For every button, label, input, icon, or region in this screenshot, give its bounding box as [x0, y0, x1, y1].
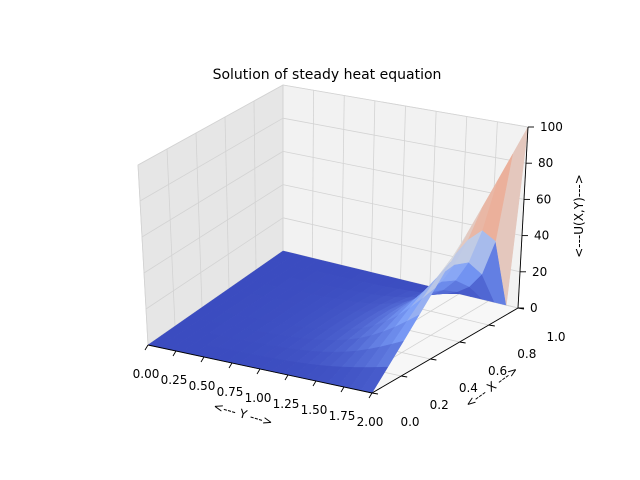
y-tick [312, 380, 317, 387]
y-tick-label: 1.25 [273, 397, 300, 411]
y-tick-label: 0.00 [133, 367, 160, 381]
x-tick-label: 1.0 [546, 330, 565, 344]
grid-line-y [370, 100, 376, 273]
z-axis-label: <---U(X,Y)---> [572, 174, 586, 258]
x-tick [371, 392, 379, 395]
grid-line-y [400, 105, 406, 280]
grid-line-y [341, 95, 345, 266]
y-tick [228, 362, 233, 369]
tick-labels: 0.00 0.25 0.50 0.75 1.00 1.25 1.50 1.75 2.00 0.00… [133, 120, 566, 429]
y-tick [284, 374, 289, 381]
z-tick-label: 40 [534, 229, 549, 243]
grid-line-x [166, 148, 176, 327]
grid-line-x [195, 132, 203, 308]
y-tick [256, 368, 261, 375]
z-axis-line [517, 126, 529, 309]
y-tick-label: 1.00 [245, 391, 272, 405]
y-tick [368, 392, 373, 399]
surface-plot [147, 126, 529, 394]
y-tick-label: 2.00 [357, 415, 384, 429]
y-tick [200, 356, 205, 363]
grid-line-z [139, 117, 284, 202]
x-tick [401, 375, 408, 378]
x-tick-label: 0.6 [488, 364, 507, 378]
chart-title: Solution of steady heat equation [213, 67, 442, 83]
y-tick-label: 0.50 [189, 379, 216, 393]
z-tick-label: 80 [538, 156, 553, 170]
x-tick-label: 0.2 [430, 398, 449, 412]
x-tick [488, 324, 495, 327]
grid-line-x [253, 100, 257, 270]
grid-line-x [224, 116, 230, 289]
y-tick-label: 1.75 [329, 409, 356, 423]
y-tick [172, 350, 177, 357]
x-tick-label: 0.4 [459, 381, 478, 395]
grid-line-y [429, 111, 437, 287]
x-tick [430, 358, 437, 361]
y-tick [144, 344, 149, 351]
x-tick-label: 0.8 [517, 347, 536, 361]
grid-line-z [137, 84, 284, 166]
grid-line-x [137, 164, 149, 346]
grid-line-z [145, 217, 284, 310]
x-tick-label: 0.0 [400, 415, 419, 429]
y-tick-label: 0.25 [161, 373, 188, 387]
z-tick-label: 100 [540, 120, 563, 134]
grid-line-z [143, 184, 284, 274]
y-tick-label: 0.75 [217, 385, 244, 399]
y-tick-label: 1.50 [301, 403, 328, 417]
grid-line-z [141, 151, 284, 238]
grid-line-y [311, 90, 315, 259]
x-axis-line [371, 307, 519, 394]
grid-line-z [282, 151, 525, 200]
axis-lines [144, 126, 534, 399]
grid-line-z [282, 84, 529, 128]
y-tick [340, 386, 345, 393]
grid-line-z [282, 117, 527, 164]
z-tick-label: 60 [536, 192, 551, 206]
z-tick-label: 0 [530, 301, 538, 315]
z-tick-label: 20 [532, 265, 547, 279]
x-tick [459, 341, 466, 344]
